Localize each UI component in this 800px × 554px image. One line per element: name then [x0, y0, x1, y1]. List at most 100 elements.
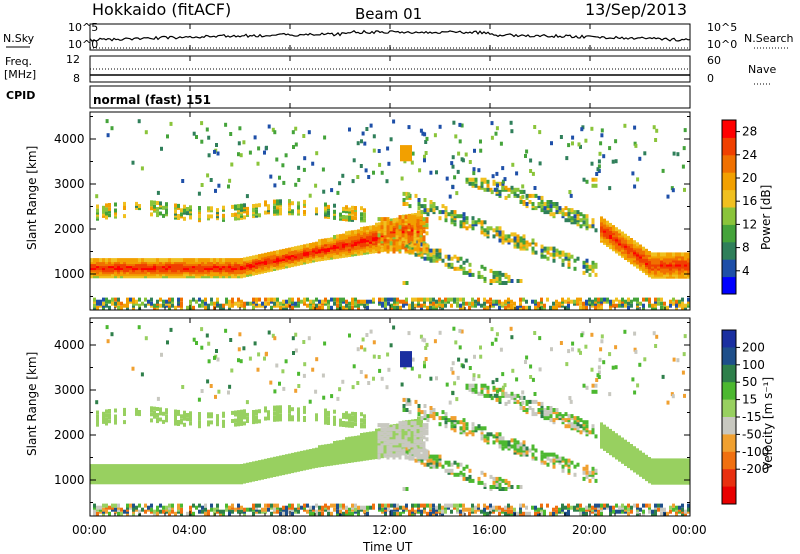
- power-cell: [105, 258, 108, 263]
- velocity-cell: [297, 409, 300, 414]
- power-cell: [671, 188, 675, 193]
- power-cell: [507, 274, 511, 279]
- power-cell: [150, 301, 153, 306]
- power-cell: [608, 186, 612, 191]
- power-cell: [456, 301, 459, 306]
- velocity-cell: [312, 448, 315, 453]
- power-cell: [501, 179, 505, 184]
- power-cell: [356, 175, 360, 179]
- velocity-cell: [417, 420, 420, 425]
- power-cell: [407, 235, 411, 240]
- velocity-cell: [354, 444, 357, 448]
- velocity-cell: [408, 410, 412, 415]
- power-cell: [495, 226, 499, 231]
- power-cell: [507, 187, 511, 192]
- power-cell: [264, 301, 267, 306]
- power-cell: [222, 207, 225, 212]
- power-cell: [516, 187, 520, 192]
- power-cell: [681, 164, 685, 169]
- velocity-cell: [102, 411, 105, 416]
- power-cell: [509, 120, 513, 125]
- velocity-cell: [636, 466, 639, 471]
- power-cell: [636, 177, 640, 182]
- power-cell: [675, 299, 678, 304]
- power-cell: [402, 224, 405, 229]
- power-cell: [377, 247, 381, 252]
- velocity-cell: [162, 464, 165, 469]
- power-cell: [360, 243, 363, 248]
- velocity-cell: [342, 439, 345, 444]
- power-cell: [516, 193, 520, 198]
- velocity-cell: [174, 409, 177, 414]
- power-cell: [207, 268, 210, 273]
- power-cell: [380, 229, 384, 234]
- velocity-cell: [186, 417, 189, 422]
- power-cell: [114, 202, 117, 207]
- velocity-cell: [291, 407, 294, 412]
- velocity-cell: [351, 456, 354, 461]
- power-cell: [631, 171, 635, 176]
- power-cell: [621, 297, 624, 302]
- power-cell: [494, 131, 498, 136]
- velocity-cell: [189, 411, 192, 416]
- power-cell: [600, 220, 603, 225]
- power-cell: [114, 208, 117, 213]
- power-cell: [126, 274, 129, 279]
- velocity-cell: [600, 422, 603, 427]
- power-cell: [171, 258, 174, 263]
- power-cell: [591, 183, 595, 188]
- power-cell: [540, 305, 543, 310]
- velocity-cell: [618, 457, 621, 462]
- power-cell: [537, 202, 541, 206]
- power-cell: [537, 195, 541, 200]
- velocity-cell: [93, 474, 96, 479]
- power-cell: [162, 213, 165, 218]
- velocity-cell: [624, 460, 627, 464]
- velocity-cell: [420, 424, 423, 429]
- power-cell: [228, 268, 231, 273]
- power-cell: [351, 209, 354, 214]
- velocity-cell: [606, 445, 609, 449]
- power-cell: [441, 210, 445, 215]
- power-cell: [216, 297, 219, 302]
- velocity-cell: [654, 458, 657, 463]
- power-cell: [225, 299, 228, 304]
- power-cell: [519, 242, 523, 247]
- power-cell: [162, 274, 165, 279]
- power-cell: [404, 247, 408, 252]
- power-cell: [585, 258, 589, 263]
- power-cell: [348, 305, 351, 310]
- velocity-cell: [105, 417, 108, 422]
- power-cell: [418, 168, 422, 173]
- power-cell: [144, 268, 147, 273]
- power-cell: [465, 258, 469, 263]
- power-cell: [429, 252, 433, 257]
- power-cell: [603, 232, 606, 237]
- power-cell: [210, 258, 213, 263]
- power-cell: [595, 172, 599, 176]
- velocity-cell: [600, 442, 603, 447]
- power-cell: [684, 305, 687, 310]
- power-cell: [435, 206, 439, 211]
- velocity-cell: [177, 464, 180, 469]
- power-cell: [670, 186, 674, 191]
- velocity-cell: [249, 476, 252, 481]
- power-cell: [406, 157, 409, 162]
- power-cell: [322, 189, 326, 194]
- velocity-cell: [348, 455, 351, 459]
- power-cell: [663, 272, 666, 277]
- velocity-cell: [372, 451, 375, 456]
- velocity-cell: [138, 464, 141, 469]
- power-cell: [174, 274, 177, 279]
- power-cell: [413, 239, 417, 244]
- velocity-cell: [255, 415, 258, 420]
- velocity-cell: [312, 460, 315, 465]
- power-cell: [345, 231, 348, 236]
- power-cell: [618, 303, 621, 308]
- power-cell: [585, 179, 589, 184]
- power-cell: [281, 163, 285, 168]
- nave-tick-high: 60: [707, 54, 721, 67]
- power-cell: [396, 299, 399, 304]
- power-cell: [663, 252, 666, 257]
